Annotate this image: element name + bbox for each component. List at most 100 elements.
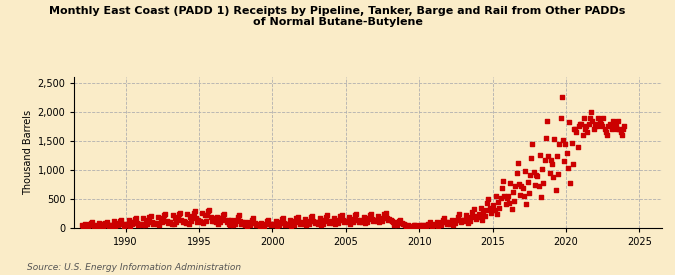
Point bbox=[392, 220, 403, 225]
Point bbox=[541, 135, 551, 140]
Point bbox=[290, 219, 300, 224]
Point bbox=[200, 218, 211, 223]
Point bbox=[271, 224, 282, 229]
Point bbox=[79, 221, 90, 226]
Point bbox=[88, 223, 99, 227]
Point bbox=[422, 222, 433, 227]
Point bbox=[613, 119, 624, 123]
Point bbox=[595, 121, 606, 126]
Point bbox=[364, 213, 375, 217]
Point bbox=[543, 154, 554, 158]
Point bbox=[146, 220, 157, 224]
Point bbox=[462, 221, 473, 225]
Point bbox=[327, 221, 338, 225]
Point bbox=[153, 214, 163, 219]
Point bbox=[190, 216, 201, 221]
Point bbox=[177, 220, 188, 225]
Point bbox=[484, 206, 495, 211]
Point bbox=[184, 214, 195, 219]
Point bbox=[227, 223, 238, 227]
Point bbox=[198, 221, 209, 225]
Point bbox=[344, 215, 354, 219]
Point bbox=[248, 216, 259, 221]
Point bbox=[215, 220, 226, 225]
Point bbox=[488, 203, 499, 207]
Point bbox=[300, 217, 310, 221]
Point bbox=[374, 220, 385, 225]
Point bbox=[524, 172, 535, 177]
Point bbox=[124, 224, 135, 228]
Point bbox=[89, 224, 100, 229]
Point bbox=[589, 124, 600, 129]
Point bbox=[565, 181, 576, 185]
Point bbox=[601, 130, 612, 134]
Point bbox=[428, 223, 439, 227]
Point bbox=[562, 150, 572, 155]
Point bbox=[268, 222, 279, 226]
Text: Monthly East Coast (PADD 1) Receipts by Pipeline, Tanker, Barge and Rail from Ot: Monthly East Coast (PADD 1) Receipts by … bbox=[49, 6, 626, 27]
Point bbox=[90, 223, 101, 228]
Point bbox=[605, 124, 616, 129]
Point bbox=[604, 121, 615, 126]
Point bbox=[496, 186, 507, 190]
Point bbox=[464, 218, 475, 223]
Point bbox=[98, 223, 109, 228]
Point bbox=[342, 220, 353, 225]
Point bbox=[493, 200, 504, 204]
Point bbox=[566, 141, 577, 145]
Point bbox=[601, 133, 612, 138]
Point bbox=[373, 214, 383, 218]
Point bbox=[431, 220, 442, 225]
Point bbox=[609, 121, 620, 126]
Point bbox=[259, 224, 270, 228]
Point bbox=[265, 223, 276, 227]
Point bbox=[275, 220, 286, 225]
Point bbox=[136, 221, 146, 226]
Point bbox=[612, 127, 622, 131]
Point bbox=[134, 222, 145, 226]
Point bbox=[171, 220, 182, 224]
Point bbox=[358, 214, 369, 219]
Point bbox=[211, 214, 222, 219]
Point bbox=[253, 222, 264, 227]
Point bbox=[341, 219, 352, 224]
Point bbox=[194, 219, 205, 224]
Point bbox=[551, 154, 562, 158]
Point bbox=[126, 220, 136, 225]
Point bbox=[169, 222, 180, 226]
Point bbox=[186, 219, 196, 224]
Point bbox=[137, 222, 148, 227]
Point bbox=[143, 218, 154, 222]
Point bbox=[97, 222, 107, 227]
Point bbox=[196, 211, 207, 215]
Point bbox=[243, 221, 254, 226]
Point bbox=[95, 225, 106, 229]
Point bbox=[500, 202, 511, 206]
Point bbox=[418, 225, 429, 229]
Point bbox=[574, 121, 585, 126]
Point bbox=[196, 220, 207, 225]
Point bbox=[523, 191, 534, 196]
Point bbox=[314, 216, 325, 221]
Point bbox=[145, 214, 156, 218]
Point bbox=[263, 217, 273, 222]
Point bbox=[167, 213, 178, 218]
Point bbox=[402, 223, 413, 227]
Point bbox=[231, 217, 242, 222]
Point bbox=[270, 219, 281, 224]
Point bbox=[571, 130, 582, 134]
Point bbox=[122, 223, 133, 227]
Point bbox=[618, 127, 628, 131]
Point bbox=[377, 219, 387, 224]
Point bbox=[324, 221, 335, 225]
Point bbox=[284, 222, 294, 227]
Point bbox=[237, 220, 248, 224]
Point bbox=[451, 218, 462, 222]
Point bbox=[105, 223, 115, 227]
Point bbox=[580, 127, 591, 131]
Point bbox=[472, 214, 483, 219]
Point bbox=[111, 221, 122, 226]
Point bbox=[516, 184, 526, 189]
Point bbox=[504, 200, 514, 205]
Point bbox=[416, 224, 427, 229]
